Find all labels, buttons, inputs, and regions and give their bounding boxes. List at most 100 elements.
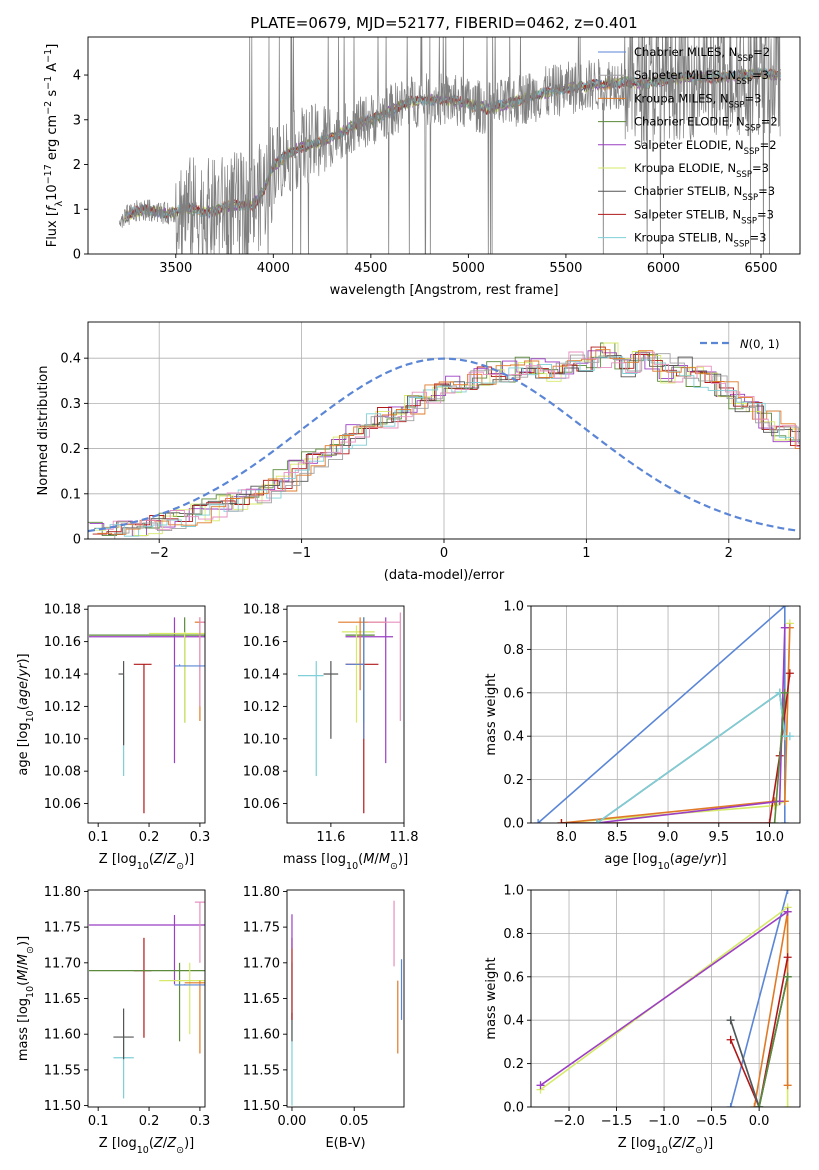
y-tick-label: 0.6 <box>503 686 524 701</box>
y-tick-label: 0.4 <box>503 730 524 745</box>
weight-point-kroupa_stelib <box>785 732 794 741</box>
axes-frame <box>286 605 405 824</box>
x-tick-label: −0.5 <box>696 1114 728 1129</box>
y-tick-label: 10.12 <box>44 700 81 715</box>
x-axis-label: E(B-V) <box>325 1136 365 1151</box>
x-axis-label: mass [log10(M/M⊙)] <box>283 852 408 872</box>
y-tick-label: 0.2 <box>60 442 81 457</box>
axes-frame <box>87 605 206 824</box>
y-tick-label: 10.12 <box>243 700 280 715</box>
x-tick-label: −2 <box>150 546 169 561</box>
weight-point-salpeter_elodie <box>780 623 789 632</box>
y-tick-label: 10.16 <box>243 635 280 650</box>
y-tick-label: 11.55 <box>243 1063 280 1078</box>
x-tick-label: 4500 <box>354 261 387 276</box>
x-tick-label: 0.2 <box>139 830 160 845</box>
axes-frame <box>530 605 801 824</box>
y-tick-label: 11.70 <box>243 956 280 971</box>
x-axis-label: Z [log10(Z/Z⊙)] <box>99 852 194 872</box>
plot-area <box>88 322 800 539</box>
plot-area <box>531 890 800 1107</box>
y-axis-label: mass [log10(M/M⊙)] <box>16 936 36 1061</box>
histogram-salpeter_stelib <box>92 346 800 535</box>
x-tick-label: 0.0 <box>749 1114 770 1129</box>
y-tick-label: 10.08 <box>243 765 280 780</box>
axes-frame <box>530 889 801 1108</box>
x-tick-label: 0.00 <box>278 1114 307 1129</box>
panel-spectrum: 3500 4000 4500 5000 5500 6000 6500 0 1 2 3 4 wavelen… <box>43 36 801 298</box>
x-axis-label: wavelength [Angstrom, rest frame] <box>330 283 559 298</box>
panel-mass-weight-vs-Z: −2.0 −1.5 −1.0 −0.5 0.0 0.0 0.2 0.4 0.6 0.8 1.0 Z [… <box>484 884 801 1156</box>
legend-entry: Salpeter STELIB, NSSP=3 <box>634 207 774 226</box>
axes-frame <box>87 36 801 255</box>
x-tick-label: 0 <box>440 546 448 561</box>
weight-point-chabrier_miles <box>780 819 789 823</box>
y-tick-label: 11.60 <box>44 1028 81 1043</box>
y-tick-label: 10.06 <box>243 797 280 812</box>
x-tick-label: 8.0 <box>556 830 577 845</box>
y-tick-label: 11.70 <box>44 956 81 971</box>
y-tick-label: 0.2 <box>503 1057 524 1072</box>
y-tick-label: 0.8 <box>503 927 524 942</box>
x-tick-label: 9.5 <box>708 830 729 845</box>
y-tick-label: 11.50 <box>44 1099 81 1114</box>
y-tick-label: 2 <box>73 158 81 173</box>
y-tick-label: 11.55 <box>44 1063 81 1078</box>
y-tick-label: 1 <box>73 203 81 218</box>
weight-point-chabrier_stelib <box>726 1016 735 1025</box>
weight-point-kroupa_miles <box>750 1103 759 1107</box>
y-tick-label: 1.0 <box>503 600 524 615</box>
histogram-chabrier_stelib <box>94 352 800 535</box>
y-tick-label: 11.75 <box>243 921 280 936</box>
x-tick-label: 9.0 <box>658 830 679 845</box>
legend-entry: Chabrier STELIB, NSSP=3 <box>634 184 775 203</box>
x-tick-label: 0.1 <box>88 830 109 845</box>
weight-point-chabrier_miles <box>783 890 792 894</box>
histogram-kroupa_elodie <box>91 342 800 536</box>
histogram-salpeter_miles <box>100 353 800 539</box>
y-axis-label: age [log10(age/yr)] <box>16 653 36 775</box>
panel-age-vs-mass: 11.6 11.8 10.06 10.08 10.10 10.12 10.14 10.16 10… <box>243 603 419 872</box>
y-tick-label: 11.65 <box>243 992 280 1007</box>
x-tick-label: 11.6 <box>316 830 345 845</box>
plot-area <box>531 606 800 823</box>
weight-point-kroupa_miles <box>783 1081 792 1090</box>
legend-entry: Kroupa STELIB, NSSP=3 <box>634 231 766 250</box>
x-tick-label: 0.05 <box>340 1114 369 1129</box>
y-tick-label: 11.80 <box>44 885 81 900</box>
weight-point-salpeter_stelib <box>783 953 792 962</box>
weight-line-chabrier_miles <box>729 890 789 1107</box>
x-tick-label: 5500 <box>549 261 582 276</box>
y-tick-label: 0.2 <box>503 773 524 788</box>
weight-point-chabrier_miles <box>726 1103 735 1107</box>
weight-point-chabrier_elodie <box>755 1103 764 1107</box>
histogram-kroupa_miles <box>97 349 800 535</box>
y-tick-label: 0 <box>73 248 81 263</box>
y-tick-label: 10.14 <box>243 668 280 683</box>
x-tick-label: 6000 <box>647 261 680 276</box>
weight-line-chabrier_elodie <box>773 692 786 823</box>
x-tick-label: 3500 <box>159 261 192 276</box>
weight-point-salpeter_elodie <box>783 907 792 916</box>
y-tick-label: 0 <box>73 533 81 548</box>
y-tick-label: 10.14 <box>44 668 81 683</box>
x-tick-label: 0.3 <box>190 830 211 845</box>
weight-point-salpeter_elodie <box>536 1081 545 1090</box>
weight-line-chabrier_elodie <box>758 976 789 1107</box>
y-tick-label: 11.75 <box>44 921 81 936</box>
legend-entry: Kroupa ELODIE, NSSP=3 <box>634 161 769 180</box>
x-tick-label: 10.0 <box>755 830 784 845</box>
weight-point-kroupa_elodie <box>783 1103 792 1107</box>
x-axis-label: (data-model)/error <box>384 568 505 583</box>
y-tick-label: 10.16 <box>44 635 81 650</box>
weight-point-chabrier_miles <box>780 606 789 610</box>
panel-residuals: −2 −1 0 1 2 0 0.1 0.2 0.3 0.4 (data-model)/error No… <box>36 321 801 583</box>
y-axis-label: Flux [fλ10−17 erg cm−2 s−1 A−1] <box>43 44 65 248</box>
y-tick-label: 0.4 <box>503 1014 524 1029</box>
weight-point-chabrier_miles <box>534 819 543 823</box>
y-tick-label: 10.18 <box>243 603 280 618</box>
y-axis-label: mass weight <box>484 957 499 1039</box>
y-axis-label: mass weight <box>484 673 499 755</box>
plot-area <box>89 617 205 814</box>
